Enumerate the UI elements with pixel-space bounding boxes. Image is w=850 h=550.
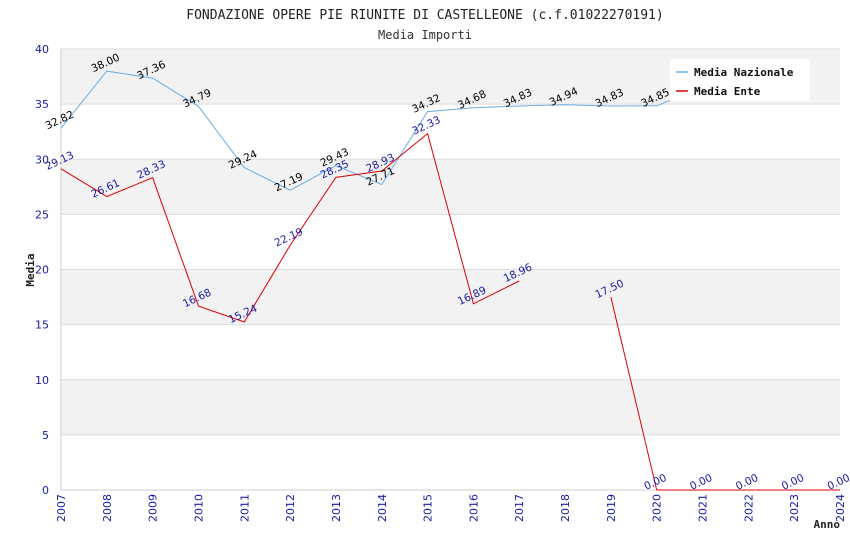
x-tick-label: 2013: [330, 494, 343, 522]
x-tick-label: 2023: [788, 494, 801, 522]
legend: Media Nazionale Media Ente: [670, 59, 810, 101]
grid-band: [61, 269, 840, 325]
y-tick-label: 35: [35, 98, 49, 111]
y-tick-labels: 0 5 10 15 20 25 30 35 40: [35, 43, 49, 497]
x-tick-label: 2014: [376, 494, 389, 522]
chart-subtitle: Media Importi: [378, 28, 472, 42]
grid-band: [61, 379, 840, 435]
y-tick-label: 20: [35, 264, 49, 277]
x-tick-label: 2019: [605, 494, 618, 522]
x-tick-label: 2018: [559, 494, 572, 522]
x-tick-label: 2010: [192, 494, 205, 522]
y-tick-label: 30: [35, 153, 49, 166]
x-tick-label: 2020: [651, 494, 664, 522]
x-tick-label: 2008: [101, 494, 114, 522]
y-tick-label: 15: [35, 319, 49, 332]
x-tick-label: 2016: [467, 494, 480, 522]
x-tick-label: 2007: [55, 494, 68, 522]
x-tick-label: 2017: [513, 494, 526, 522]
x-axis-label: Anno: [814, 518, 841, 531]
y-axis-label: Media: [24, 253, 37, 286]
y-tick-label: 10: [35, 374, 49, 387]
series-line-media-ente: [60, 132, 520, 323]
series-line-media-ente: [610, 296, 840, 491]
y-tick-label: 40: [35, 43, 49, 56]
data-label: 22.19: [273, 226, 305, 250]
x-tick-label: 2022: [742, 494, 755, 522]
x-tick-label: 2011: [238, 494, 251, 522]
grid-band: [61, 159, 840, 215]
x-tick-label: 2015: [422, 494, 435, 522]
legend-label-media-nazionale: Media Nazionale: [694, 66, 794, 79]
legend-box: [670, 59, 810, 101]
grid-bands: [61, 49, 840, 435]
y-tick-label: 25: [35, 208, 49, 221]
x-tick-label: 2012: [284, 494, 297, 522]
y-tick-label: 5: [42, 429, 49, 442]
y-tick-label: 0: [42, 484, 49, 497]
x-tick-label: 2021: [697, 494, 710, 522]
legend-label-media-ente: Media Ente: [694, 85, 761, 98]
chart-title: FONDAZIONE OPERE PIE RIUNITE DI CASTELLE…: [186, 8, 663, 23]
x-tick-label: 2009: [147, 494, 160, 522]
x-tick-label: 2024: [834, 494, 847, 522]
x-tick-labels: 2007 2008 2009 2010 2011 2012 2013 2014 2015 2016…: [55, 494, 847, 522]
data-label: 32.82: [44, 109, 76, 133]
